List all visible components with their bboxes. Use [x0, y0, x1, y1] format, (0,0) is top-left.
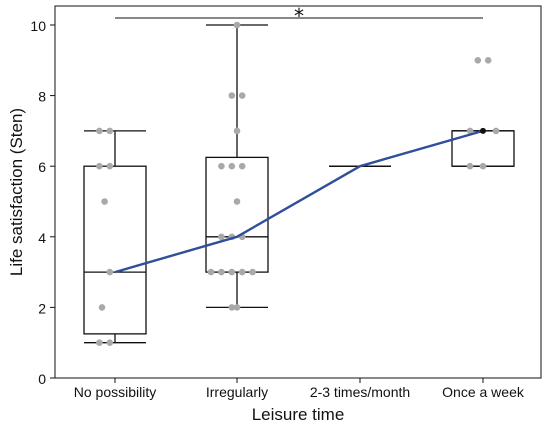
data-point	[492, 127, 500, 135]
mean-line-group	[114, 127, 486, 274]
x-tick-label: Once a week	[442, 384, 525, 400]
data-point	[98, 304, 106, 311]
significance-bracket: *	[115, 4, 483, 28]
significance-star: *	[294, 4, 304, 28]
data-point	[466, 162, 474, 170]
mean-line	[114, 129, 484, 274]
data-point	[228, 304, 236, 311]
data-point	[207, 268, 215, 276]
data-point	[233, 21, 241, 29]
x-axis-title: Leisure time	[252, 405, 345, 424]
data-point	[96, 162, 103, 170]
iqr-box	[83, 165, 147, 335]
y-tick-label: 8	[38, 89, 46, 105]
mean-end-point	[480, 127, 486, 134]
y-tick-label: 10	[30, 18, 46, 34]
data-point	[233, 198, 241, 205]
box-plot	[205, 24, 269, 309]
data-points	[96, 21, 500, 347]
data-point	[106, 268, 114, 276]
y-tick-label: 2	[38, 300, 46, 316]
data-point	[106, 162, 114, 170]
data-point	[466, 127, 474, 135]
x-tick-label: No possibility	[74, 384, 156, 400]
data-point	[218, 233, 225, 241]
x-tick-label: 2-3 times/month	[310, 384, 410, 400]
x-tick-label: Irregularly	[206, 384, 268, 400]
y-tick-label: 6	[38, 159, 46, 175]
y-tick-label: 4	[38, 230, 46, 246]
iqr-box	[205, 156, 269, 273]
data-point	[106, 127, 114, 135]
boxes	[83, 24, 515, 344]
data-point	[238, 92, 246, 99]
data-point	[249, 268, 256, 276]
data-point	[96, 339, 103, 347]
data-point	[101, 198, 108, 205]
data-point	[96, 127, 103, 135]
y-axis: 0 2 4 6 8 10	[30, 18, 55, 387]
data-point	[228, 162, 236, 170]
data-point	[484, 57, 492, 64]
data-point	[238, 162, 246, 170]
data-point	[233, 304, 241, 311]
y-tick-label: 0	[38, 371, 46, 387]
data-point	[233, 127, 241, 135]
data-point	[218, 162, 225, 170]
data-point	[479, 162, 487, 170]
y-axis-title: Life satisfaction (Sten)	[7, 108, 26, 276]
data-point	[228, 92, 236, 99]
data-point	[474, 57, 482, 64]
box-plot	[83, 130, 147, 344]
x-axis: No possibility Irregularly 2-3 times/month…	[74, 378, 525, 400]
plot-frame	[54, 5, 542, 379]
data-point	[218, 268, 225, 276]
data-point	[106, 339, 114, 347]
data-point	[228, 268, 236, 276]
data-point	[238, 268, 246, 276]
